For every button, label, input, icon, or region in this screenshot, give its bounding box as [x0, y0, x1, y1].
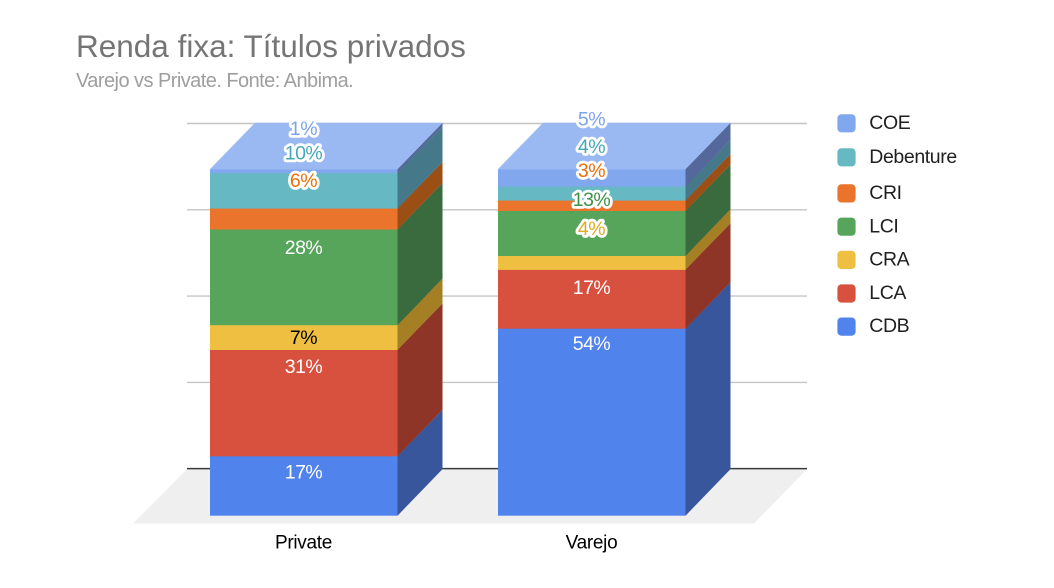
svg-text:4%: 4%	[578, 218, 605, 240]
svg-text:31%: 31%	[285, 356, 323, 378]
svg-text:4%: 4%	[578, 136, 605, 158]
svg-text:Private: Private	[275, 533, 332, 554]
svg-text:5%: 5%	[578, 109, 605, 131]
svg-text:10%: 10%	[285, 143, 323, 165]
svg-text:13%: 13%	[573, 189, 611, 211]
svg-text:Varejo: Varejo	[566, 533, 618, 554]
svg-text:Varejo vs Private. Fonte: Anbi: Varejo vs Private. Fonte: Anbima.	[76, 70, 353, 92]
svg-text:6%: 6%	[290, 170, 317, 192]
svg-text:LCA: LCA	[869, 282, 906, 304]
svg-text:CRI: CRI	[869, 182, 901, 204]
svg-text:Renda fixa: Títulos privados: Renda fixa: Títulos privados	[76, 28, 466, 64]
svg-text:COE: COE	[869, 112, 910, 134]
svg-text:17%: 17%	[285, 462, 323, 484]
svg-text:7%: 7%	[290, 327, 317, 349]
svg-text:Debenture: Debenture	[869, 146, 956, 168]
svg-text:CRA: CRA	[869, 249, 909, 271]
svg-text:1%: 1%	[290, 118, 317, 140]
svg-text:CDB: CDB	[869, 315, 909, 337]
svg-text:17%: 17%	[573, 277, 611, 299]
svg-text:3%: 3%	[578, 160, 605, 182]
svg-text:28%: 28%	[285, 237, 323, 259]
svg-text:54%: 54%	[573, 333, 611, 355]
svg-text:LCI: LCI	[869, 215, 898, 237]
